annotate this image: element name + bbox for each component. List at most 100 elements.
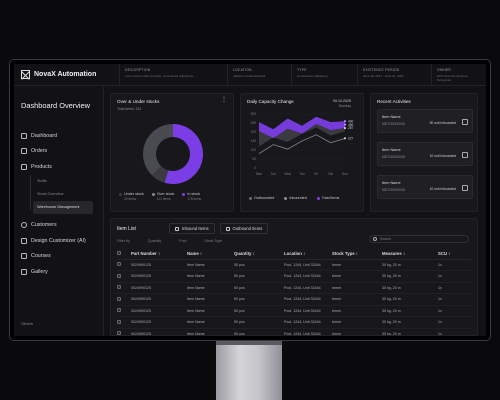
subnav-item-stock-overview[interactable]: Stock Overview	[37, 192, 64, 196]
sidebar-item-label: Dashboard	[31, 132, 57, 139]
checkbox[interactable]	[117, 273, 121, 278]
tab-outbound-items[interactable]: Outbound Items	[219, 223, 269, 234]
table-cell: 50 pcs	[234, 328, 284, 335]
row-select-cell[interactable]	[117, 305, 131, 317]
table-cell: 50 pcs	[234, 282, 284, 294]
sidebar-item-courses[interactable]: Courses	[21, 249, 99, 265]
box-icon	[21, 148, 27, 155]
chart-date-value: 09.10.2025	[333, 99, 351, 103]
legend-swatch	[316, 196, 320, 200]
x-tick-label: Mon	[256, 172, 262, 176]
row-select-cell[interactable]	[117, 282, 131, 294]
sidebar-item-customers[interactable]: Customers	[21, 218, 99, 234]
table-cell: Pool, 1244, Unit 32444	[284, 270, 332, 283]
filter-stock-type[interactable]: Stock Type	[204, 238, 223, 243]
activity-item[interactable]: Item Name 6307201930015 10 unit Inbounde…	[377, 142, 473, 166]
row-select-cell[interactable]	[117, 316, 131, 329]
table-cell: 0024990125	[131, 259, 187, 271]
x-tick-label: Wed	[284, 172, 291, 176]
filter-quantity[interactable]: Quantity	[147, 238, 162, 243]
subnav-item-warehouse-management[interactable]: Warehouse Management	[33, 200, 93, 214]
table-cell: 30 kg, 20 m	[382, 270, 438, 283]
column-header[interactable]: Name ↕	[187, 249, 234, 260]
table-cell: 0024990125	[131, 293, 187, 306]
filter-row: Filter by Quantity Pool Stock Type	[117, 236, 471, 245]
table-row[interactable]: 0024990125 Item Name 50 pcs Pool, 1244, Uni…	[117, 259, 471, 271]
sidebar-item-design-customizer[interactable]: Design Customizer (AI)	[21, 233, 99, 249]
legend-label: In stock	[187, 192, 201, 196]
table-cell: 50 pcs	[234, 305, 284, 317]
checkbox[interactable]	[117, 262, 121, 267]
checkbox[interactable]	[117, 319, 121, 324]
search-input[interactable]: Search	[369, 235, 469, 243]
capacity-area-chart: 0 50 100 150 200 250 300 Mon Tue Wed Thu Fri Sat Sun 4…	[251, 112, 354, 176]
table-row[interactable]: 0024990125 Item Name 50 pcs Pool, 1244, Uni…	[117, 328, 471, 335]
activity-item[interactable]: Item Name 6307201930015 90 unit Inbounde…	[377, 109, 473, 133]
sidebar-item-label: Products	[31, 163, 52, 170]
filter-by[interactable]: Filter by	[117, 238, 130, 243]
table-cell: Item Name	[187, 316, 234, 329]
series-end-label: 227	[348, 137, 354, 141]
x-tick-label: Fri	[314, 172, 318, 176]
column-header[interactable]: Stock Type ↕	[332, 249, 382, 260]
checkbox[interactable]	[117, 285, 121, 290]
column-header[interactable]: Part Number ↕	[131, 249, 187, 260]
screen: NovaX Automation DESCRIPTION Lorem ipsum…	[14, 64, 486, 336]
brand[interactable]: NovaX Automation	[21, 70, 96, 79]
stock-donut-card: Over & Under stocks Total items: 321 ⋮ U…	[110, 93, 234, 212]
table-row[interactable]: 0024990125 Item Name 50 pcs Pool, 1244, Uni…	[117, 293, 471, 306]
select-all-cell[interactable]	[117, 249, 131, 260]
sidebar-item-dashboard[interactable]: Dashboard	[21, 128, 99, 144]
monitor-stand-shadow	[216, 341, 282, 345]
activity-name: Item Name	[382, 148, 401, 152]
row-select-cell[interactable]	[117, 293, 131, 306]
y-tick-label: 150	[251, 139, 257, 143]
x-tick-label: Sat	[328, 172, 333, 176]
meta-key: EXISTENCE PERIOD	[363, 68, 400, 72]
table-row[interactable]: 0024990125 Item Name 50 pcs Pool, 1244, Uni…	[117, 305, 471, 317]
subnav-item-stuffs[interactable]: Stuffs	[37, 179, 47, 183]
table-cell: Pool, 1244, Unit 32444	[284, 293, 332, 306]
checkbox[interactable]	[117, 308, 121, 313]
checkbox[interactable]	[117, 296, 121, 301]
checkbox[interactable]	[117, 331, 121, 335]
filter-pool[interactable]: Pool	[179, 238, 187, 243]
users-icon	[21, 222, 27, 229]
activity-id: 6307201930015	[382, 122, 406, 126]
tab-inbound-items[interactable]: Inbound Items	[169, 223, 215, 234]
meta-row: DESCRIPTION Lorem ipsum dolor sit amet, …	[119, 64, 486, 86]
more-options-icon[interactable]: ⋮	[221, 97, 227, 103]
column-header[interactable]: SCU ↕	[438, 249, 471, 260]
sidebar-item-orders[interactable]: Orders	[21, 144, 99, 160]
table-row[interactable]: 0024990125 Item Name 50 pcs Pool, 1244, Uni…	[117, 270, 471, 283]
checkbox[interactable]	[117, 251, 121, 256]
row-select-cell[interactable]	[117, 259, 131, 271]
legend-item-total-items: Total items	[316, 196, 339, 200]
donut-slice-under-stock	[152, 166, 169, 183]
row-select-cell[interactable]	[117, 328, 131, 335]
table-row[interactable]: 0024990125 Item Name 50 pcs Pool, 1244, Uni…	[117, 316, 471, 329]
legend-item-under-stock: Under stock 25 items	[119, 192, 144, 201]
sidebar-item-gallery[interactable]: Gallery	[21, 264, 99, 280]
legend-swatch	[284, 196, 288, 200]
brand-name: NovaX Automation	[34, 71, 97, 78]
column-header[interactable]: Measures ↕	[382, 249, 438, 260]
column-header[interactable]: Location ↕	[284, 249, 332, 260]
table-cell: 1x	[438, 282, 471, 294]
sidebar-others[interactable]: Others	[21, 321, 34, 326]
y-tick-label: 100	[251, 148, 257, 152]
row-select-cell[interactable]	[117, 270, 131, 283]
page-title: Dashboard Overview	[21, 101, 91, 110]
series-end-label: 400	[348, 119, 354, 123]
column-header[interactable]: Quantity ↕	[234, 249, 284, 260]
donut-slice-over-stock	[143, 124, 173, 176]
legend-count: 121 items	[156, 197, 171, 201]
activity-item[interactable]: Item Name 6307201930015 10 unit Inbounde…	[377, 175, 473, 199]
sidebar-item-products[interactable]: Products	[21, 159, 99, 175]
table-row[interactable]: 0024990125 Item Name 50 pcs Pool, 1244, Uni…	[117, 282, 471, 294]
monitor-stand	[216, 341, 282, 400]
table-cell: 50 pcs	[234, 270, 284, 283]
series-end-point	[343, 123, 347, 126]
meta-key: TYPE	[297, 68, 307, 72]
legend-label: Inbounded	[289, 196, 307, 200]
